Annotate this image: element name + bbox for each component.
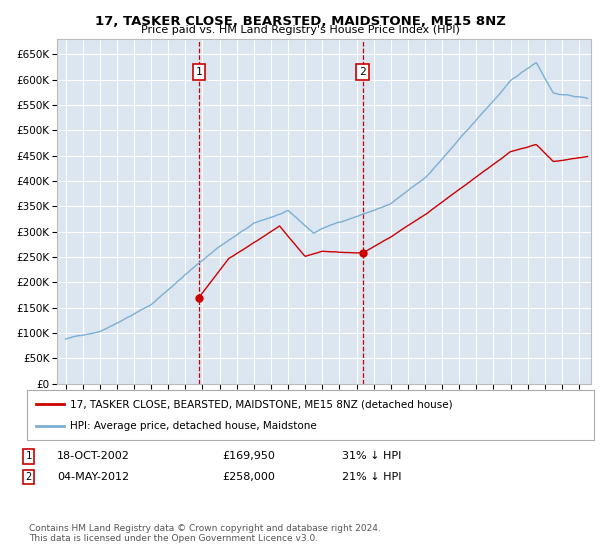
Text: 04-MAY-2012: 04-MAY-2012 xyxy=(57,472,129,482)
Text: £169,950: £169,950 xyxy=(222,451,275,461)
Text: 1: 1 xyxy=(26,451,32,461)
Text: Contains HM Land Registry data © Crown copyright and database right 2024.
This d: Contains HM Land Registry data © Crown c… xyxy=(29,524,380,543)
Text: 21% ↓ HPI: 21% ↓ HPI xyxy=(342,472,401,482)
Text: 18-OCT-2002: 18-OCT-2002 xyxy=(57,451,130,461)
Text: 2: 2 xyxy=(26,472,32,482)
Text: 17, TASKER CLOSE, BEARSTED, MAIDSTONE, ME15 8NZ: 17, TASKER CLOSE, BEARSTED, MAIDSTONE, M… xyxy=(95,15,505,27)
Text: 1: 1 xyxy=(196,67,202,77)
Text: HPI: Average price, detached house, Maidstone: HPI: Average price, detached house, Maid… xyxy=(70,421,316,431)
Text: 2: 2 xyxy=(359,67,366,77)
Text: Price paid vs. HM Land Registry's House Price Index (HPI): Price paid vs. HM Land Registry's House … xyxy=(140,25,460,35)
Text: 17, TASKER CLOSE, BEARSTED, MAIDSTONE, ME15 8NZ (detached house): 17, TASKER CLOSE, BEARSTED, MAIDSTONE, M… xyxy=(70,399,452,409)
Text: £258,000: £258,000 xyxy=(222,472,275,482)
Text: 31% ↓ HPI: 31% ↓ HPI xyxy=(342,451,401,461)
